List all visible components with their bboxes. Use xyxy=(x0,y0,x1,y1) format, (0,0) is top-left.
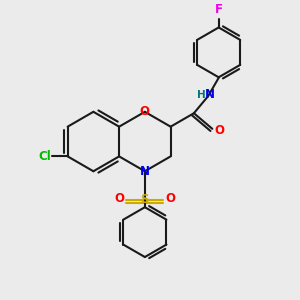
Text: O: O xyxy=(114,193,124,206)
Text: S: S xyxy=(141,193,149,206)
Text: Cl: Cl xyxy=(38,150,51,163)
Text: F: F xyxy=(215,3,223,16)
Text: N: N xyxy=(205,88,214,101)
Text: H: H xyxy=(197,90,206,100)
Text: O: O xyxy=(214,124,225,137)
Text: N: N xyxy=(140,165,150,178)
Text: O: O xyxy=(166,193,176,206)
Text: O: O xyxy=(140,105,150,118)
